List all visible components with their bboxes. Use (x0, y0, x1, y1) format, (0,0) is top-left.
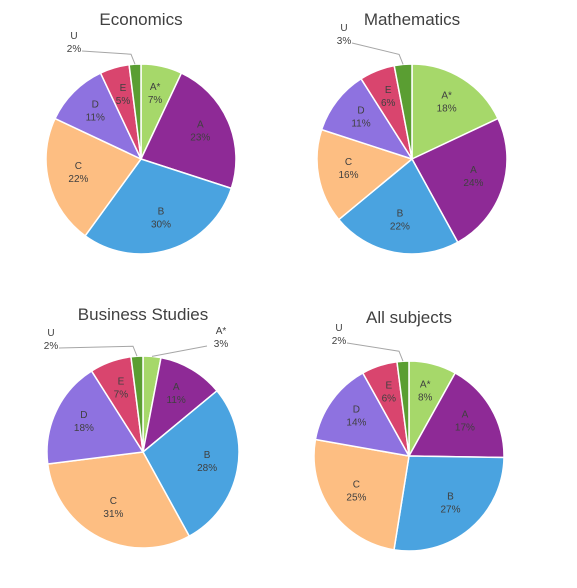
slice-category-label: C (345, 157, 352, 168)
pie-slice-a (411, 117, 508, 243)
slice-percent-label: 3% (337, 36, 352, 47)
slice-category-label: E (385, 85, 392, 96)
slice-category-label: U (340, 23, 347, 34)
pie-slice-d (320, 78, 413, 160)
pie-chart-all-subjects: All subjects A* 8% A 17% B 27% C 25% D 14% E 6% U 2% (313, 308, 505, 552)
pie-slice-c (316, 128, 413, 221)
slice-percent-label: 6% (381, 98, 396, 109)
slice-percent-label: 2% (44, 341, 59, 352)
leader-line (151, 345, 208, 357)
slice-category-label: E (120, 83, 127, 94)
slice-percent-label: 22% (68, 174, 88, 185)
pie-slice-b (84, 158, 233, 255)
slice-category-label: B (204, 450, 211, 461)
slice-percent-label: 31% (103, 509, 123, 520)
pie-slice-a (140, 72, 237, 190)
slice-percent-label: 7% (114, 390, 129, 401)
slice-category-label: A (197, 119, 204, 130)
slice-percent-label: 14% (346, 418, 366, 429)
slice-percent-label: 6% (382, 394, 397, 405)
slice-percent-label: 22% (390, 222, 410, 233)
slice-percent-label: 2% (67, 44, 82, 55)
slice-category-label: D (353, 405, 360, 416)
slice-category-label: C (75, 161, 82, 172)
chart-title: Business Studies (78, 305, 208, 324)
slice-category-label: A* (441, 91, 452, 102)
slice-category-label: A (470, 165, 477, 176)
slice-category-label: A* (420, 380, 431, 391)
slice-percent-label: 24% (463, 178, 483, 189)
pie-slice-d (46, 370, 144, 465)
slice-percent-label: 17% (455, 423, 475, 434)
slice-percent-label: 30% (151, 219, 171, 230)
chart-title: Mathematics (364, 10, 460, 29)
pie-slice-u (393, 63, 413, 160)
slice-category-label: C (353, 480, 360, 491)
slice-category-label: U (47, 328, 54, 339)
pie-slice-c (47, 451, 190, 549)
pie-chart-economics: Economics A* 7% A 23% B 30% C 22% D 11% E 5% U 2% (45, 10, 237, 255)
slice-percent-label: 11% (167, 395, 186, 406)
slice-category-label: A (173, 382, 180, 393)
slice-percent-label: 27% (440, 505, 460, 516)
slice-percent-label: 23% (190, 132, 210, 143)
slice-category-label: D (357, 105, 364, 116)
leader-line (351, 42, 404, 65)
slice-percent-label: 2% (332, 336, 347, 347)
pie-slice-a-star (411, 63, 499, 160)
slice-percent-label: 16% (338, 170, 358, 181)
pie-chart-business-studies: Business Studies A* 3% A 11% B 28% C 31% D 18% E 7% U… (44, 305, 240, 549)
slice-percent-label: 8% (418, 393, 433, 404)
leader-line (81, 50, 136, 65)
pie-slice-a (142, 356, 218, 453)
slice-category-label: D (92, 99, 99, 110)
slice-percent-label: 18% (437, 104, 457, 115)
pie-slice-b (393, 455, 505, 552)
slice-category-label: B (447, 492, 454, 503)
slice-percent-label: 28% (197, 463, 217, 474)
chart-title: Economics (99, 10, 182, 29)
slice-category-label: B (158, 206, 165, 217)
slice-category-label: A* (150, 82, 161, 93)
slice-category-label: A* (216, 326, 227, 337)
pie-chart-mathematics: Mathematics A* 18% A 24% B 22% C 16% D 11% E 6% U 3% (316, 10, 508, 255)
pie-slice-b (338, 158, 459, 255)
slice-category-label: E (118, 377, 125, 388)
pie-slice-b (142, 390, 240, 537)
pie-slice-d (314, 372, 410, 457)
leader-line (346, 342, 404, 362)
pie-slice-c (313, 438, 410, 551)
slice-percent-label: 25% (346, 493, 366, 504)
slice-percent-label: 7% (148, 95, 163, 106)
slice-category-label: A (462, 410, 469, 421)
slice-category-label: U (70, 31, 77, 42)
slice-category-label: B (397, 209, 404, 220)
slice-percent-label: 3% (214, 339, 229, 350)
slice-percent-label: 11% (86, 112, 105, 123)
leader-line (58, 345, 138, 357)
slice-category-label: U (335, 323, 342, 334)
slice-category-label: E (385, 381, 392, 392)
pie-slice-a (408, 372, 505, 459)
pie-slice-u (128, 63, 142, 160)
slice-percent-label: 18% (74, 423, 94, 434)
pie-slice-d (54, 72, 142, 160)
slice-percent-label: 5% (116, 96, 131, 107)
slice-percent-label: 11% (351, 118, 370, 129)
chart-title: All subjects (366, 308, 452, 327)
slice-category-label: D (80, 410, 87, 421)
slice-category-label: C (110, 496, 117, 507)
